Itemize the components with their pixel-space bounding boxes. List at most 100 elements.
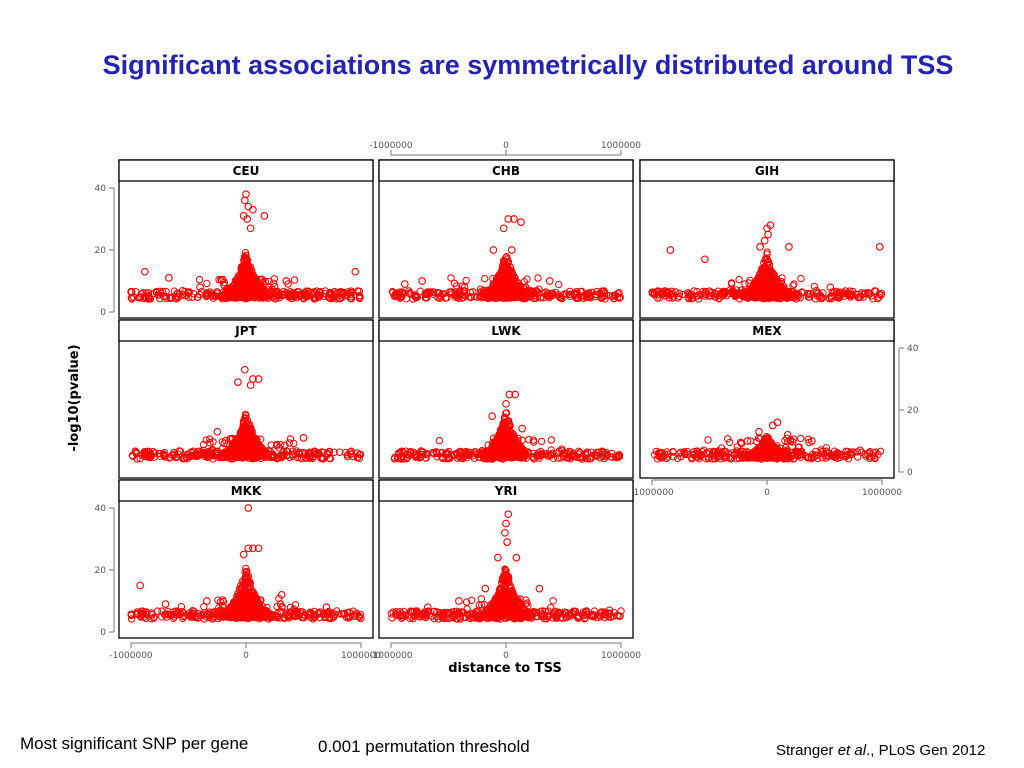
data-point-outlier [701, 255, 709, 264]
data-point [229, 599, 238, 607]
data-point [253, 595, 261, 603]
data-point [438, 453, 446, 462]
data-point [242, 436, 251, 444]
data-point [264, 286, 273, 294]
data-point [675, 289, 684, 298]
data-point-outlier [213, 427, 222, 436]
data-point [517, 291, 525, 299]
data-point [508, 586, 516, 595]
data-point [796, 448, 804, 457]
data-point [452, 292, 460, 300]
data-point [243, 448, 252, 456]
data-point [213, 611, 221, 619]
data-point [398, 452, 406, 461]
data-point [237, 610, 245, 618]
data-point [217, 276, 226, 284]
data-point [237, 264, 245, 272]
data-point [146, 453, 154, 462]
data-point-outlier [165, 274, 173, 282]
data-point-outlier [499, 224, 508, 233]
data-point [188, 607, 197, 615]
data-point [694, 450, 703, 458]
data-point [355, 293, 364, 301]
data-point [230, 286, 239, 294]
data-point [761, 256, 769, 264]
data-point [209, 438, 217, 446]
data-point [677, 448, 685, 456]
data-point-outlier [246, 381, 255, 390]
y-tick-label: 40 [95, 184, 107, 194]
data-point [495, 290, 504, 298]
data-point [448, 612, 457, 620]
data-point [494, 440, 502, 448]
data-point [555, 609, 563, 618]
data-point [402, 455, 411, 463]
x-tick-label: 0 [503, 141, 509, 151]
data-point [674, 454, 682, 463]
data-point [478, 446, 486, 455]
data-point [271, 282, 279, 291]
data-point [720, 454, 728, 462]
data-point [241, 568, 249, 576]
data-point [422, 611, 430, 620]
data-point [489, 434, 498, 442]
data-point [496, 274, 504, 282]
panel-label: LWK [491, 324, 521, 338]
data-point [699, 448, 707, 456]
data-point [685, 290, 693, 298]
data-point [758, 290, 766, 298]
data-point [281, 441, 289, 449]
data-point-outlier [785, 243, 793, 251]
data-point [240, 285, 248, 294]
data-point-outlier [299, 434, 308, 442]
data-point [244, 577, 252, 585]
data-point [455, 448, 464, 456]
data-point [508, 278, 516, 286]
data-point [286, 288, 295, 296]
y-tick-label: 20 [95, 246, 107, 256]
data-point [152, 287, 161, 296]
data-point [750, 281, 758, 290]
data-point [256, 279, 264, 287]
data-point [179, 455, 187, 463]
data-point [150, 614, 158, 622]
data-point [428, 612, 436, 620]
data-point [762, 268, 771, 276]
data-point [824, 452, 832, 460]
data-point [424, 290, 432, 298]
data-point [424, 607, 433, 615]
data-point [828, 288, 836, 296]
data-point [267, 441, 275, 449]
data-point [171, 294, 179, 302]
data-point [146, 295, 155, 303]
data-point [250, 589, 258, 597]
data-point [773, 442, 781, 450]
data-point [778, 274, 786, 282]
data-point-outlier [322, 603, 331, 612]
data-point [547, 436, 556, 444]
data-point [159, 292, 168, 301]
data-point [392, 611, 401, 620]
data-point [479, 286, 488, 294]
data-point [250, 604, 258, 612]
data-point [226, 435, 234, 443]
data-point [346, 448, 354, 456]
data-point [162, 611, 170, 619]
data-point [476, 292, 484, 300]
data-point [318, 454, 326, 462]
data-point [760, 440, 768, 448]
data-point [407, 448, 415, 456]
data-point [438, 614, 447, 622]
data-point [286, 435, 295, 443]
y-tick-label: 40 [907, 344, 919, 354]
data-point [430, 608, 438, 616]
data-point [321, 290, 330, 298]
data-point [185, 293, 193, 301]
data-point [504, 417, 513, 425]
data-point [492, 593, 501, 601]
data-point [780, 292, 788, 301]
data-point [284, 610, 292, 619]
data-point [580, 294, 588, 302]
data-point [306, 454, 314, 462]
